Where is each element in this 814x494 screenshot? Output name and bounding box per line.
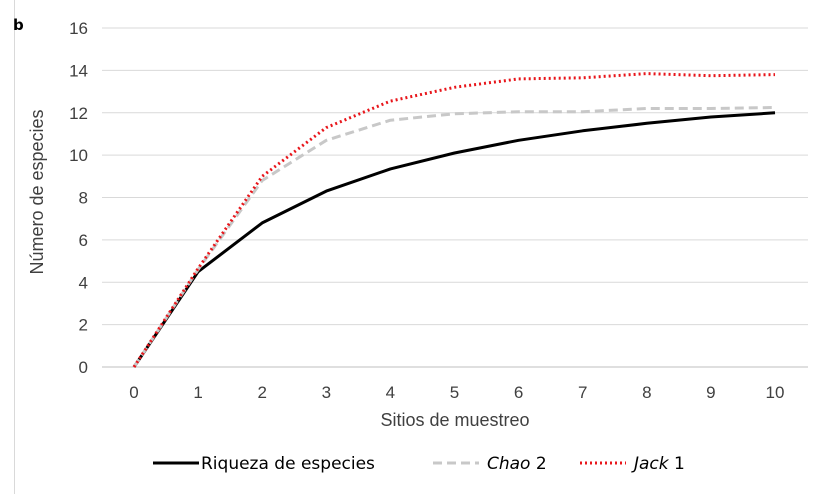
panel-label: b: [13, 16, 24, 34]
x-axis-title: Sitios de muestreo: [380, 410, 529, 430]
y-tick-label: 10: [69, 146, 88, 165]
x-tick-labels: 0 1 2 3 4 5 6 7 8 9 10: [129, 383, 784, 402]
legend-entry-2: Chao 2: [487, 454, 547, 474]
x-tick-label: 0: [129, 383, 138, 402]
y-tick-label: 2: [79, 316, 88, 335]
x-tick-label: 5: [450, 383, 459, 402]
y-tick-label: 0: [79, 358, 88, 377]
legend-entry-3: Jack 1: [631, 454, 685, 474]
legend-entry-1: Riqueza de especies: [201, 454, 375, 474]
y-tick-labels: 0 2 4 6 8 10 12 14 16: [69, 19, 88, 377]
x-tick-label: 6: [514, 383, 523, 402]
y-tick-label: 8: [79, 189, 88, 208]
series-line-3: [132, 72, 776, 368]
y-tick-label: 12: [69, 104, 88, 123]
x-tick-label: 8: [642, 383, 651, 402]
y-tick-label: 4: [79, 273, 88, 292]
plot-series: [132, 72, 776, 368]
y-tick-label: 16: [69, 19, 88, 38]
x-tick-label: 9: [706, 383, 715, 402]
y-axis-title: Número de especies: [27, 109, 47, 274]
y-tick-label: 6: [79, 231, 88, 250]
x-tick-label: 7: [578, 383, 587, 402]
y-tick-label: 14: [69, 61, 88, 80]
x-tick-label: 1: [193, 383, 202, 402]
x-tick-label: 2: [257, 383, 266, 402]
x-tick-label: 4: [386, 383, 395, 402]
series-line-2: [132, 106, 776, 368]
legend: Riqueza de especies Chao 2 Jack 1: [153, 454, 685, 474]
x-tick-label: 3: [322, 383, 331, 402]
x-tick-label: 10: [766, 383, 785, 402]
gridlines: [102, 27, 808, 368]
